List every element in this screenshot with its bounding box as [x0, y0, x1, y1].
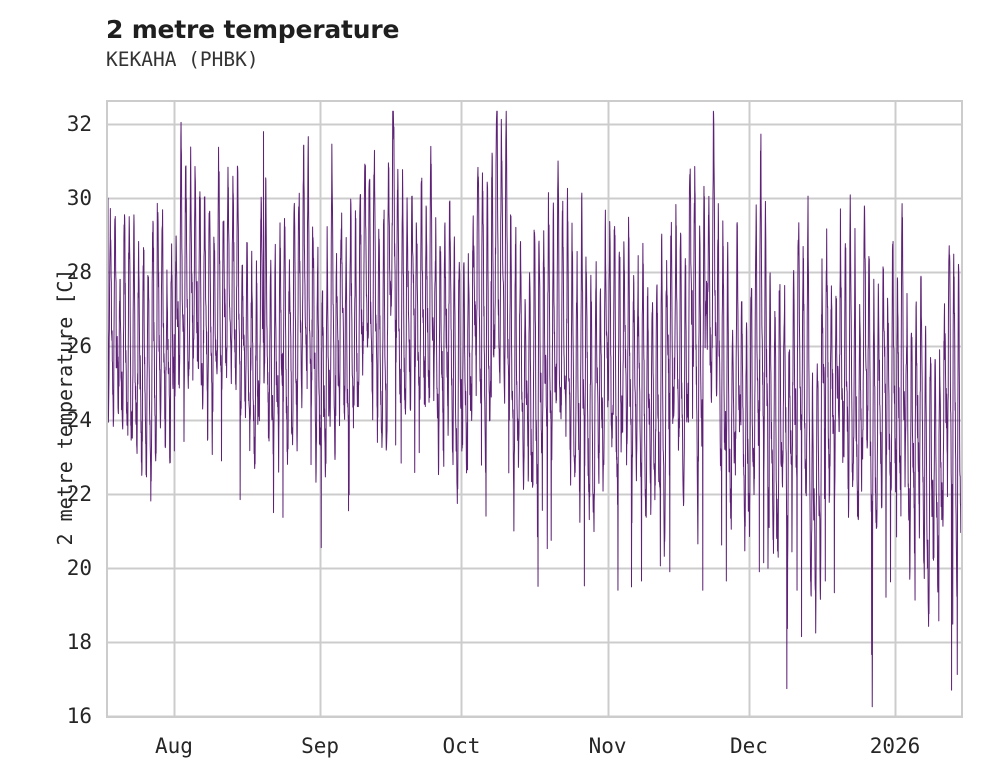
x-tick-2026: 2026: [869, 734, 921, 758]
x-tick-nov: Nov: [588, 734, 627, 758]
y-tick-20: 20: [66, 556, 92, 581]
x-tick-sep: Sep: [301, 734, 340, 758]
y-axis-tick-labels: 16 18 20 22 24 26 28 30 32: [16, 0, 92, 782]
page-title: 2 metre temperature: [106, 15, 400, 44]
chart-subtitle: KEKAHA (PHBK): [106, 48, 259, 71]
title-block: 2 metre temperature KEKAHA (PHBK): [106, 14, 926, 73]
x-tick-oct: Oct: [442, 734, 481, 758]
y-tick-16: 16: [66, 704, 92, 728]
x-tick-aug: Aug: [155, 734, 193, 758]
temperature-series-line: [108, 110, 961, 708]
y-tick-22: 22: [66, 482, 92, 507]
y-tick-18: 18: [66, 630, 92, 655]
plot-svg: [108, 102, 961, 716]
y-tick-24: 24: [66, 408, 92, 433]
y-tick-32: 32: [66, 112, 92, 137]
y-tick-26: 26: [66, 334, 92, 359]
x-tick-dec: Dec: [729, 734, 768, 758]
y-tick-28: 28: [66, 260, 92, 285]
plot-area: [106, 100, 963, 718]
y-tick-30: 30: [66, 186, 92, 211]
horizontal-gridlines: [108, 123, 961, 716]
